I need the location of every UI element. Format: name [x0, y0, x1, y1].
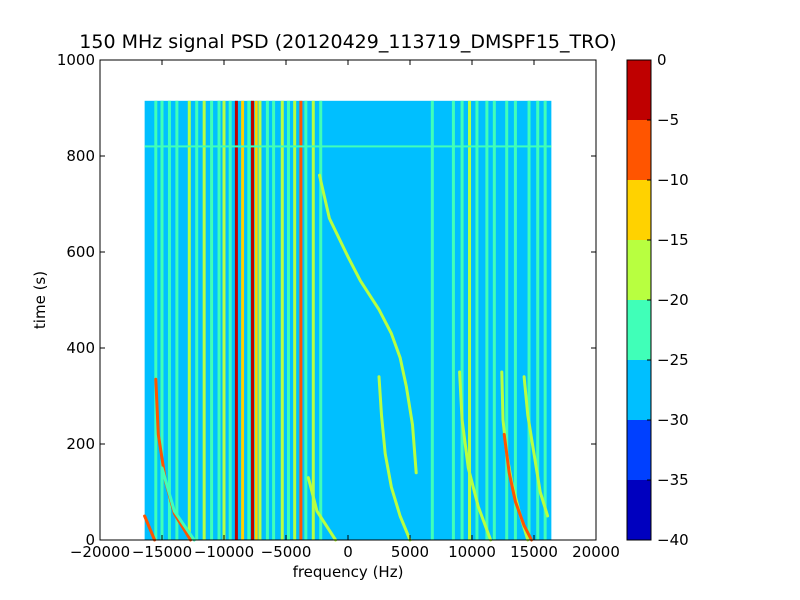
vertical-signal-line [311, 100, 315, 541]
colorbar-levels [627, 60, 651, 540]
colorbar: 0 −5 −10 −15 −20 −25 −30 −35 −40 [626, 51, 689, 549]
vertical-signal-line [527, 100, 531, 541]
vertical-signal-line [430, 100, 434, 541]
x-tick-label: −10000 [194, 543, 254, 561]
chart-title: 150 MHz signal PSD (20120429_113719_DMSP… [79, 31, 616, 53]
vertical-signal-line [492, 100, 496, 541]
vertical-signal-line [247, 100, 251, 541]
colorbar-level [627, 120, 651, 180]
vertical-signal-line [280, 100, 284, 541]
vertical-signal-line [513, 100, 517, 541]
vertical-signal-line [543, 100, 547, 541]
vertical-signal-line [154, 100, 158, 541]
horizontal-signal-line [144, 145, 552, 148]
vertical-signal-line [286, 100, 290, 541]
colorbar-tick-label: −40 [657, 531, 689, 549]
vertical-signal-line [293, 100, 297, 541]
y-tick-label: 0 [85, 531, 95, 549]
vertical-signal-line [536, 100, 540, 541]
colorbar-level [627, 300, 651, 360]
y-tick-label: 200 [66, 435, 95, 453]
y-tick-label: 400 [66, 339, 95, 357]
x-tick-label: −20000 [70, 543, 130, 561]
sweep-curve [502, 432, 533, 542]
vertical-signal-line [202, 100, 206, 541]
sweep-curve [143, 514, 157, 542]
vertical-signal-line [304, 100, 308, 541]
vertical-signal-line [251, 100, 255, 541]
colorbar-tick-label: −10 [657, 171, 689, 189]
sweep-curve [522, 375, 550, 518]
vertical-signal-line [234, 100, 238, 541]
sweep-curve [458, 370, 493, 542]
x-tick-label: 20000 [572, 543, 620, 561]
x-tick-label: 10000 [448, 543, 496, 561]
spectrogram-heatmap [143, 100, 552, 542]
y-axis-label: time (s) [31, 271, 49, 329]
colorbar-tick-label: 0 [657, 51, 667, 69]
sweep-curve [377, 375, 412, 542]
sweep-curve [318, 173, 418, 475]
colorbar-level [627, 420, 651, 480]
colorbar-ticks: 0 −5 −10 −15 −20 −25 −30 −35 −40 [647, 51, 689, 549]
vertical-signal-line [187, 100, 191, 541]
vertical-signal-line [228, 100, 232, 541]
vertical-signal-line [505, 100, 509, 541]
vertical-signal-line [319, 100, 323, 541]
vertical-signal-line [167, 100, 171, 541]
colorbar-tick-label: −35 [657, 471, 689, 489]
vertical-signal-line [210, 100, 214, 541]
sweep-curve [306, 476, 338, 542]
colorbar-level [627, 240, 651, 300]
vertical-signal-line [222, 100, 226, 541]
colorbar-tick-label: −30 [657, 411, 689, 429]
x-axis-label: frequency (Hz) [293, 563, 404, 581]
vertical-signal-line [451, 100, 455, 541]
sweep-curve [160, 466, 196, 542]
colorbar-level [627, 180, 651, 240]
colorbar-level [627, 480, 651, 540]
vertical-signal-line [265, 100, 269, 541]
x-tick-label: −15000 [132, 543, 192, 561]
colorbar-tick-label: −5 [657, 111, 679, 129]
colorbar-tick-label: −20 [657, 291, 689, 309]
colorbar-level [627, 60, 651, 120]
colorbar-tick-label: −15 [657, 231, 689, 249]
y-tick-label: 600 [66, 243, 95, 261]
x-tick-label: 5000 [391, 543, 429, 561]
colorbar-tick-label: −25 [657, 351, 689, 369]
vertical-signal-line [195, 100, 199, 541]
vertical-signal-line [299, 100, 303, 541]
vertical-signal-line [160, 100, 164, 541]
vertical-signal-line [485, 100, 489, 541]
plot-area: −20000 −15000 −10000 −5000 0 5000 10000 15000 20… [57, 51, 620, 561]
vertical-signal-line [241, 100, 245, 541]
vertical-signal-line [258, 100, 262, 541]
vertical-signal-line [460, 100, 464, 541]
y-tick-label: 800 [66, 147, 95, 165]
vertical-signal-line [254, 100, 258, 541]
vertical-signal-line [468, 100, 472, 541]
y-axis-ticks: 0 200 400 600 800 1000 [57, 51, 596, 549]
x-tick-label: 0 [343, 543, 353, 561]
vertical-signal-line [475, 100, 479, 541]
colorbar-level [627, 360, 651, 420]
x-axis-ticks: −20000 −15000 −10000 −5000 0 5000 10000 15000 20… [70, 60, 620, 561]
vertical-signal-line [272, 100, 276, 541]
x-tick-label: 15000 [510, 543, 558, 561]
vertical-signal-line [217, 100, 221, 541]
vertical-signal-line [175, 100, 179, 541]
y-tick-label: 1000 [57, 51, 95, 69]
x-tick-label: −5000 [261, 543, 312, 561]
